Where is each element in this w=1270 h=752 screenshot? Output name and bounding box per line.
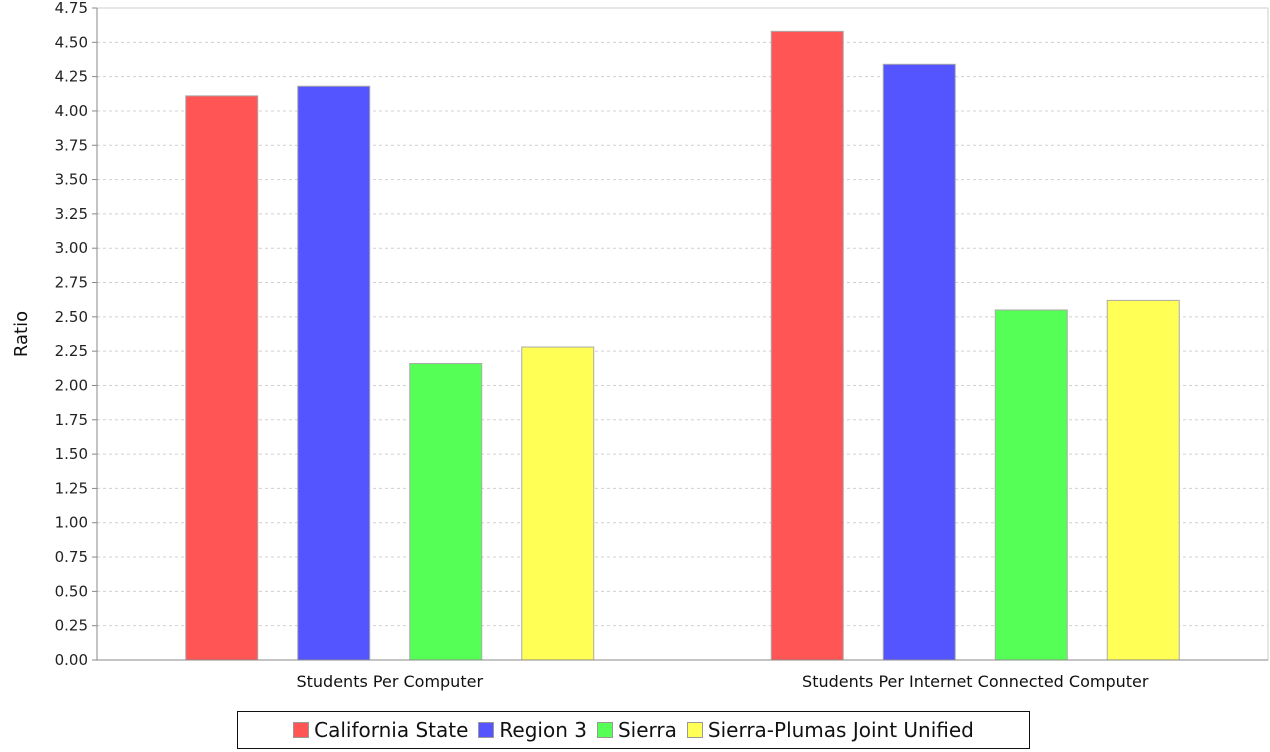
legend-item: Sierra xyxy=(596,718,677,742)
legend-item: California State xyxy=(293,718,468,742)
bar-region-3-2 xyxy=(882,63,956,661)
y-tick-label: 2.75 xyxy=(55,274,88,292)
y-axis-title: Ratio xyxy=(11,311,32,357)
legend-swatch xyxy=(478,722,495,738)
bar-region-3-1 xyxy=(297,85,371,661)
y-tick-label: 2.25 xyxy=(55,342,88,360)
x-category-label: Students Per Computer xyxy=(296,672,483,691)
y-tick-label: 1.25 xyxy=(55,479,88,497)
bar-chart: 0.00 0.25 0.50 0.75 1.00 1.25 1.50 1.75 2.00 2.25… xyxy=(11,0,1269,691)
legend-label: Sierra xyxy=(617,718,677,742)
y-tick-label: 0.25 xyxy=(55,617,88,635)
gridlines xyxy=(96,7,1269,661)
legend-label: California State xyxy=(314,718,469,742)
legend: California State Region 3 Sierra Sierra-Plu… xyxy=(237,711,1030,749)
bar-sierra-2 xyxy=(994,309,1068,661)
legend-label: Sierra-Plumas Joint Unified xyxy=(707,718,974,742)
y-tick-label: 1.75 xyxy=(55,411,88,429)
y-tick-label: 4.75 xyxy=(55,0,88,17)
bar-sierra-plumas-joint-unified-2 xyxy=(1106,299,1180,661)
axes: 0.00 0.25 0.50 0.75 1.00 1.25 1.50 1.75 2.00 2.25… xyxy=(55,0,1268,691)
y-tick-label: 2.50 xyxy=(55,308,88,326)
y-tick-label: 2.00 xyxy=(55,376,88,394)
y-tick-label: 0.75 xyxy=(55,548,88,566)
y-tick-label: 3.75 xyxy=(55,136,88,154)
y-tick-label: 4.50 xyxy=(55,33,88,51)
y-tick-label: 3.25 xyxy=(55,205,88,223)
plot-area xyxy=(96,7,1269,661)
legend-item: Sierra-Plumas Joint Unified xyxy=(686,718,974,742)
y-tick-label: 0.00 xyxy=(55,651,88,669)
bar-sierra-plumas-joint-unified-1 xyxy=(521,346,595,661)
y-tick-label: 4.00 xyxy=(55,102,88,120)
y-tick-label: 3.00 xyxy=(55,239,88,257)
y-tick-label: 1.50 xyxy=(55,445,88,463)
legend-label: Region 3 xyxy=(499,718,587,742)
y-tick-label: 4.25 xyxy=(55,68,88,86)
legend-swatch xyxy=(293,722,310,738)
legend-item: Region 3 xyxy=(478,718,587,742)
bars xyxy=(185,30,1180,661)
bar-california-state-1 xyxy=(185,95,259,661)
y-tick-label: 3.50 xyxy=(55,171,88,189)
y-tick-label: 1.00 xyxy=(55,514,88,532)
x-category-label: Students Per Internet Connected Computer xyxy=(802,672,1149,691)
legend-swatch xyxy=(686,722,703,738)
legend-swatch xyxy=(596,722,613,738)
bar-sierra-1 xyxy=(409,363,483,661)
y-tick-label: 0.50 xyxy=(55,582,88,600)
bar-california-state-2 xyxy=(770,30,844,661)
